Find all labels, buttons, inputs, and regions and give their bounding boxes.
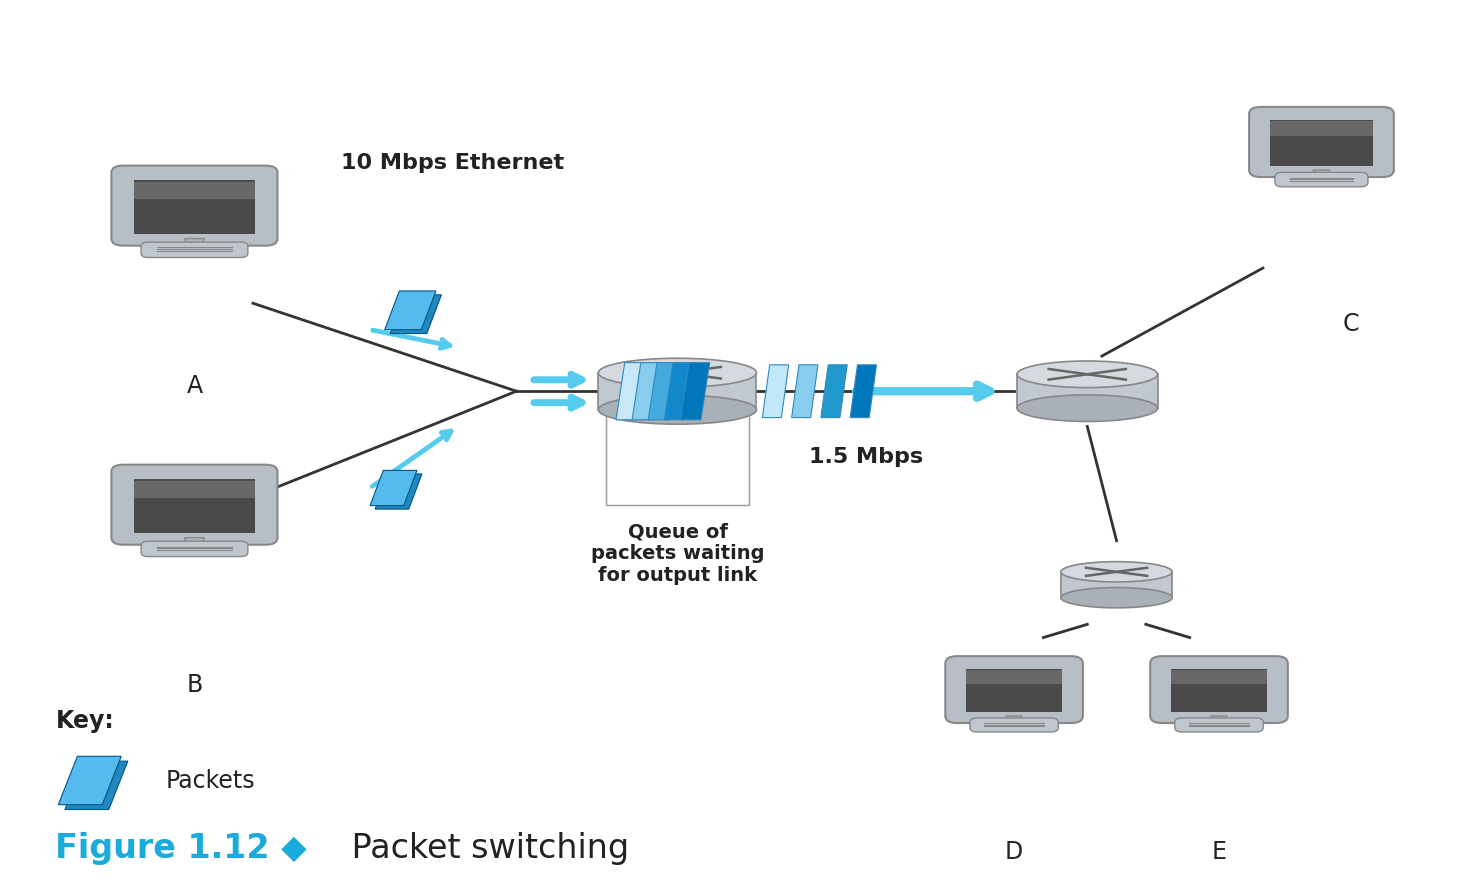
Text: Packets: Packets (165, 769, 255, 793)
Ellipse shape (1017, 395, 1157, 422)
Polygon shape (1211, 716, 1228, 723)
Text: Figure 1.12 ◆: Figure 1.12 ◆ (56, 832, 308, 865)
FancyBboxPatch shape (141, 541, 247, 557)
FancyBboxPatch shape (1270, 122, 1373, 136)
Text: Packet switching: Packet switching (342, 832, 629, 865)
Polygon shape (680, 362, 710, 420)
Text: A: A (187, 374, 203, 398)
Polygon shape (59, 757, 121, 805)
Text: D: D (1005, 840, 1023, 864)
FancyBboxPatch shape (112, 464, 278, 544)
FancyBboxPatch shape (1250, 107, 1394, 177)
FancyBboxPatch shape (134, 181, 255, 199)
Polygon shape (375, 474, 422, 509)
Polygon shape (1313, 170, 1329, 178)
Polygon shape (65, 761, 128, 810)
Text: Key:: Key: (56, 710, 115, 733)
Polygon shape (792, 365, 818, 417)
Polygon shape (851, 365, 876, 417)
FancyBboxPatch shape (1061, 572, 1172, 598)
FancyBboxPatch shape (966, 670, 1063, 684)
FancyBboxPatch shape (134, 180, 255, 234)
Text: 10 Mbps Ethernet: 10 Mbps Ethernet (342, 153, 564, 172)
FancyBboxPatch shape (1170, 670, 1267, 684)
FancyBboxPatch shape (134, 480, 255, 498)
FancyBboxPatch shape (599, 373, 757, 409)
Text: 1.5 Mbps: 1.5 Mbps (810, 448, 923, 467)
Ellipse shape (1061, 561, 1172, 582)
Text: Queue of
packets waiting
for output link: Queue of packets waiting for output link (590, 522, 764, 585)
FancyBboxPatch shape (945, 656, 1083, 723)
Polygon shape (762, 365, 789, 417)
Bar (606, 409, 749, 504)
FancyBboxPatch shape (1170, 669, 1267, 712)
FancyBboxPatch shape (966, 669, 1063, 712)
Text: C: C (1342, 312, 1359, 336)
Polygon shape (631, 362, 661, 420)
Polygon shape (384, 291, 436, 329)
Polygon shape (664, 362, 693, 420)
FancyBboxPatch shape (1017, 374, 1157, 408)
FancyBboxPatch shape (134, 479, 255, 533)
FancyBboxPatch shape (141, 242, 247, 258)
FancyBboxPatch shape (112, 165, 278, 246)
Polygon shape (648, 362, 677, 420)
FancyBboxPatch shape (1275, 172, 1367, 186)
FancyBboxPatch shape (970, 718, 1058, 732)
FancyBboxPatch shape (1175, 718, 1263, 732)
Text: E: E (1211, 840, 1226, 864)
Ellipse shape (599, 395, 757, 424)
Polygon shape (369, 471, 417, 505)
Polygon shape (821, 365, 848, 417)
Ellipse shape (1061, 588, 1172, 608)
Ellipse shape (599, 358, 757, 387)
Polygon shape (184, 239, 205, 247)
Polygon shape (615, 362, 645, 420)
Polygon shape (184, 538, 205, 546)
FancyBboxPatch shape (1150, 656, 1288, 723)
Polygon shape (1007, 716, 1022, 723)
Ellipse shape (1017, 361, 1157, 387)
Text: B: B (187, 673, 203, 697)
Polygon shape (390, 295, 442, 334)
FancyBboxPatch shape (1270, 120, 1373, 166)
